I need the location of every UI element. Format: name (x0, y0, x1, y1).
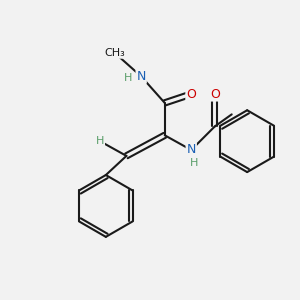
Text: O: O (186, 88, 196, 100)
Text: N: N (187, 143, 196, 157)
Text: H: H (96, 136, 104, 146)
Text: O: O (210, 88, 220, 100)
Text: CH₃: CH₃ (104, 48, 125, 58)
Text: N: N (136, 70, 146, 83)
Text: H: H (124, 73, 132, 83)
Text: H: H (190, 158, 198, 168)
